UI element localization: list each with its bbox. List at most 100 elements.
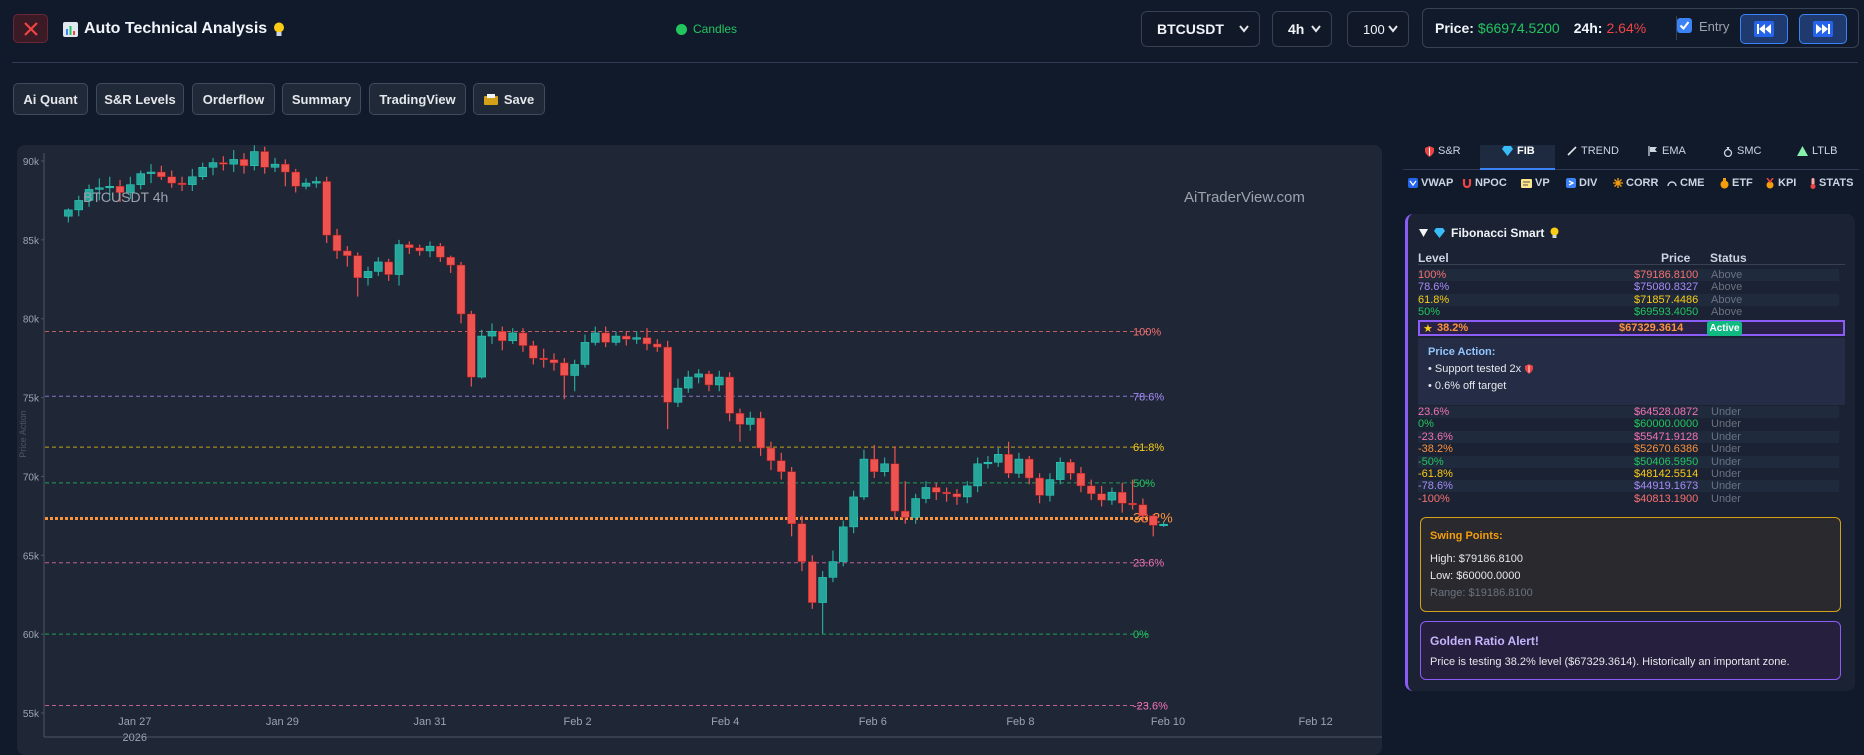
candle [560,358,569,400]
save-button[interactable]: Save [473,83,545,115]
fib-card-header[interactable]: Fibonacci Smart [1419,226,1559,240]
candle [704,370,714,392]
candle-body [663,346,672,403]
indicator-kpi[interactable]: KPI [1765,177,1796,189]
summary-button[interactable]: Summary [282,83,361,115]
fib-level: 100% [1418,269,1447,281]
gem-icon [1502,146,1513,156]
candle-body [291,171,300,187]
tab-trend[interactable]: TREND [1567,145,1619,157]
candle-body [1045,479,1055,496]
candle-body [942,491,951,495]
close-button[interactable] [13,14,48,43]
tab-sr[interactable]: S&R [1425,145,1461,157]
ai-quant-button[interactable]: Ai Quant [13,83,88,115]
candle-body [239,159,249,166]
candle-body [270,163,280,168]
candle [787,466,796,537]
candle-body [177,182,187,185]
candle-body [818,577,827,603]
candle [1035,473,1044,504]
fib-price: $64528.0872 [1634,406,1699,418]
price-header: Price [1661,251,1691,265]
fib-level: -38.2% [1418,443,1453,456]
tab-fib[interactable]: FIB [1502,145,1535,157]
timeframe-select[interactable]: 4h [1272,11,1332,47]
candle-body [436,245,445,258]
tab-label: S&R [1438,145,1461,157]
candle-body [1025,458,1034,479]
candle [74,195,83,217]
tradingview-button[interactable]: TradingView [369,83,466,115]
entry-checkbox[interactable] [1677,18,1692,33]
indicator-stats[interactable]: STATS [1810,177,1853,189]
indicator-corr[interactable]: CORR [1613,177,1658,189]
price-label: Price: [1435,20,1474,36]
fib-level: -78.6% [1418,480,1453,493]
candle-body [994,454,1003,463]
indicator-label: ETF [1732,177,1753,189]
candle [756,411,765,456]
fib-row-active[interactable]: ★ 38.2% $67329.3614 Active [1418,320,1845,336]
active-tab-highlight [1480,145,1555,170]
candle [1025,455,1034,485]
close-icon [23,21,38,36]
candle [642,328,652,351]
candle [663,340,672,430]
tab-ema[interactable]: EMA [1648,145,1686,157]
first-page-button[interactable] [1740,14,1788,44]
indicator-vwap[interactable]: VWAP [1408,177,1453,189]
chart-panel[interactable]: 100%78.6%61.8%50%38.2%23.6%0%-23.6% 90k8… [17,145,1382,755]
count-select[interactable]: 100 [1347,11,1409,47]
alert-text: Price is testing 38.2% level ($67329.361… [1430,656,1790,668]
candle-body [839,526,848,562]
tab-smc[interactable]: SMC [1723,145,1761,157]
candle-body [1014,458,1024,474]
candle [301,178,311,190]
symbol-select[interactable]: BTCUSDT [1141,11,1260,47]
indicator-div[interactable]: DIV [1566,177,1597,189]
fib-line-label: 100% [1133,327,1161,339]
candle [498,326,507,351]
indicator-npoc[interactable]: NPOC [1462,177,1507,189]
candle [405,241,414,255]
candle [539,348,548,368]
entry-label: Entry [1699,19,1730,34]
fib-status: Above [1711,293,1743,306]
candle [766,441,776,471]
candle [353,252,362,297]
candle-body [64,209,73,217]
indicator-label: DIV [1579,177,1598,189]
candle-body [1004,454,1013,474]
candle [870,444,879,479]
y-tick-label: 70k [23,472,40,483]
tab-label: FIB [1517,145,1535,157]
candle-body [198,167,207,178]
timeframe-value: 4h [1288,21,1305,37]
indicator-vp[interactable]: VP [1521,177,1550,189]
candle [684,370,693,393]
candle-body [653,343,662,348]
candle [374,257,383,277]
swing-points-box: Swing Points: High: $79186.8100 Low: $60… [1420,517,1841,612]
price-action-item: • Support tested 2x [1428,363,1534,375]
candlestick-chart[interactable]: 100%78.6%61.8%50%38.2%23.6%0%-23.6% 90k8… [17,145,1382,755]
candle-body [963,485,972,498]
candle [921,481,931,504]
fib-level: 23.6% [1418,406,1450,418]
candle-body [126,184,135,193]
tab-label: LTLB [1812,145,1838,157]
last-page-button[interactable] [1799,14,1847,44]
indicator-etf[interactable]: ETF [1720,177,1753,189]
candle [901,481,910,524]
count-value: 100 [1363,21,1385,37]
check-icon [1679,21,1690,31]
orderflow-button[interactable]: Orderflow [192,83,275,115]
candle-body [322,181,331,236]
indicator-cme[interactable]: CME [1667,177,1704,189]
candle-body [725,376,734,414]
candle [343,246,352,267]
sr-levels-button[interactable]: S&R Levels [96,83,184,115]
chevron-down-icon [1388,25,1398,33]
tab-ltlb[interactable]: LTLB [1797,145,1837,157]
